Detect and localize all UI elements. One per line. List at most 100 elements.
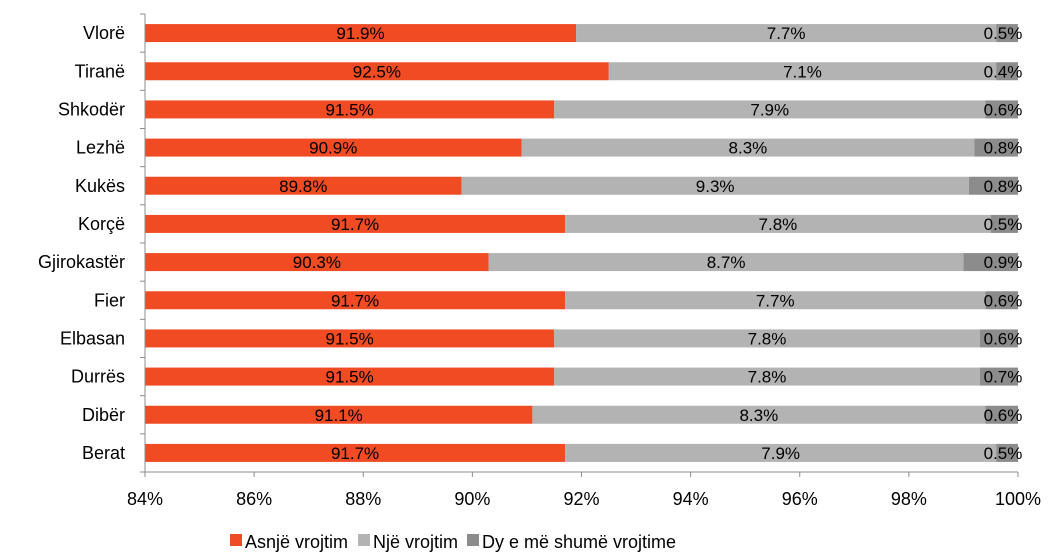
legend-swatch: [230, 534, 242, 546]
bar-segment: [968, 176, 1018, 195]
category-label: Shkodër: [58, 99, 125, 119]
bar-segment: [521, 138, 975, 157]
legend-label: Asnjë vrojtim: [245, 532, 348, 552]
data-label: 7.1%: [783, 62, 822, 81]
data-label: 91.5%: [326, 368, 374, 387]
bar-segment: [554, 329, 980, 348]
bar-segment: [985, 100, 1018, 119]
category-label: Berat: [82, 443, 125, 463]
data-label: 9.3%: [696, 177, 735, 196]
bar-segment: [985, 291, 1018, 310]
bar-segment: [532, 405, 986, 424]
data-label: 92.5%: [353, 62, 401, 81]
bar-segment: [996, 62, 1018, 81]
bars-layer: [145, 24, 1018, 462]
x-tick-label: 86%: [236, 489, 272, 509]
bar-segment: [985, 405, 1018, 424]
x-tick-label: 92%: [563, 489, 599, 509]
bar-segment: [461, 176, 969, 195]
data-label: 0.6%: [984, 100, 1023, 119]
bar-segment: [145, 291, 566, 310]
bar-segment: [576, 24, 997, 43]
data-label: 7.9%: [761, 444, 800, 463]
bar-segment: [996, 24, 1018, 43]
data-label: 0.6%: [984, 329, 1023, 348]
data-label: 91.5%: [326, 100, 374, 119]
data-label: 0.4%: [984, 62, 1023, 81]
bar-segment: [979, 367, 1018, 386]
legend-label: Dy e më shumë vrojtime: [482, 532, 676, 552]
category-label: Lezhë: [76, 138, 125, 158]
bar-segment: [963, 253, 1018, 272]
category-label: Vlorë: [83, 23, 125, 43]
category-label: Durrës: [71, 367, 125, 387]
bar-segment: [565, 214, 991, 233]
data-label: 0.5%: [984, 444, 1023, 463]
bar-segment: [145, 100, 555, 119]
data-label: 8.3%: [729, 139, 768, 158]
bar-segment: [990, 214, 1018, 233]
bar-segment: [145, 24, 577, 43]
data-label: 91.7%: [331, 291, 379, 310]
data-labels-layer: 91.9% 7.7% 0.5% 92.5% 7.1% 0.4% 91.5% 7.9% 0.6% 9…: [279, 24, 1022, 463]
data-label: 7.7%: [767, 24, 806, 43]
data-label: 0.6%: [984, 291, 1023, 310]
x-tick-label: 88%: [345, 489, 381, 509]
data-label: 0.8%: [984, 177, 1023, 196]
bar-segment: [145, 329, 555, 348]
category-label: Gjirokastër: [38, 252, 125, 272]
data-label: 7.8%: [748, 368, 787, 387]
bar-segment: [145, 367, 555, 386]
data-label: 91.1%: [315, 406, 363, 425]
bar-segment: [565, 291, 986, 310]
category-label: Dibër: [82, 405, 125, 425]
legend-swatch: [467, 534, 479, 546]
data-label: 0.8%: [984, 139, 1023, 158]
bar-segment: [554, 367, 980, 386]
category-label: Korçë: [78, 214, 125, 234]
data-label: 8.7%: [707, 253, 746, 272]
data-label: 91.7%: [331, 215, 379, 234]
data-label: 8.3%: [739, 406, 778, 425]
bar-segment: [145, 214, 566, 233]
bar-segment: [996, 443, 1018, 462]
bar-segment: [554, 100, 986, 119]
legend-label: Një vrojtim: [373, 532, 458, 552]
data-label: 0.7%: [984, 368, 1023, 387]
x-tick-label: 84%: [127, 489, 163, 509]
x-tick-label: 98%: [891, 489, 927, 509]
data-label: 89.8%: [279, 177, 327, 196]
data-label: 7.8%: [759, 215, 798, 234]
data-label: 90.3%: [293, 253, 341, 272]
bar-segment: [565, 443, 997, 462]
bar-segment: [608, 62, 997, 81]
category-label: Fier: [94, 290, 125, 310]
data-label: 7.9%: [750, 100, 789, 119]
data-label: 0.9%: [984, 253, 1023, 272]
data-label: 91.7%: [331, 444, 379, 463]
x-tick-label: 96%: [782, 489, 818, 509]
category-label: Kukës: [75, 176, 125, 196]
bar-segment: [145, 176, 462, 195]
category-label: Elbasan: [60, 328, 125, 348]
legend: Asnjë vrojtim Një vrojtim Dy e më shumë vr…: [230, 532, 676, 552]
data-label: 7.8%: [748, 329, 787, 348]
data-label: 0.6%: [984, 406, 1023, 425]
category-label: Tiranë: [75, 61, 125, 81]
bar-segment: [145, 138, 522, 157]
data-label: 7.7%: [756, 291, 795, 310]
axes-layer: Vlorë Tiranë Shkodër Lezhë Kukës Korçë Gjiroka…: [38, 13, 1041, 509]
bar-segment: [974, 138, 1018, 157]
bar-segment: [145, 443, 566, 462]
bar-segment: [145, 253, 489, 272]
bar-segment: [145, 405, 533, 424]
bar-segment: [979, 329, 1018, 348]
legend-swatch: [358, 534, 370, 546]
data-label: 0.5%: [984, 24, 1023, 43]
data-label: 0.5%: [984, 215, 1023, 234]
x-tick-label: 100%: [995, 489, 1041, 509]
data-label: 90.9%: [309, 139, 357, 158]
bar-segment: [145, 62, 609, 81]
